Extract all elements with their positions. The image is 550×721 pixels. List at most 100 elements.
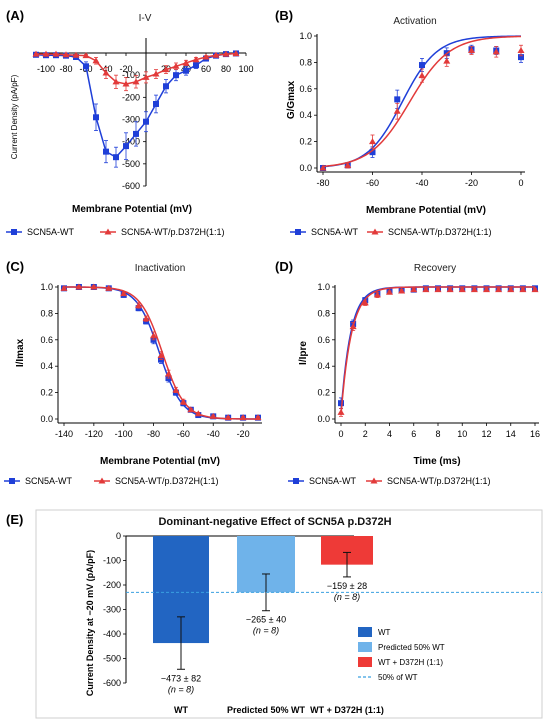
a-data-point <box>102 69 110 76</box>
legend-e-swatch-pred <box>358 642 372 652</box>
a-data-point <box>122 80 130 87</box>
x-tick-label-a: -80 <box>59 64 72 74</box>
a-data-point <box>62 51 70 58</box>
panel-label-b: (B) <box>275 8 293 23</box>
a-data-point <box>202 53 210 60</box>
d-data-point <box>373 291 381 298</box>
panel-label-a: (A) <box>6 8 24 23</box>
x-tick-label-c: -40 <box>207 429 220 439</box>
c-data-point <box>75 283 83 290</box>
y-tick-label-a: -200 <box>122 92 140 102</box>
x-tick-label-d: 4 <box>387 429 392 439</box>
x-tick-label-a: 80 <box>221 64 231 74</box>
y-tick-label-b: 0.4 <box>299 110 312 120</box>
panel-title-d: Recovery <box>414 263 456 274</box>
c-data-point <box>135 301 143 308</box>
axis-label-y-b: G/Gmax <box>286 80 297 119</box>
b-data-point <box>319 164 327 171</box>
c-data-point <box>120 290 128 297</box>
axis-label-x-c: Membrane Potential (mV) <box>100 456 220 467</box>
y-tick-label-b: 0.6 <box>299 84 312 94</box>
a-data-point <box>173 72 179 79</box>
y-tick-label-d: 1.0 <box>317 282 330 292</box>
x-tick-label-a: 100 <box>238 64 253 74</box>
plot-a: -100-80-60-40-2020406080100-600-500-400-… <box>32 38 254 191</box>
a-data-point <box>232 50 240 57</box>
y-tick-label-c: 0.2 <box>40 388 53 398</box>
y-tick-label-b: 1.0 <box>299 31 312 41</box>
d-data-point <box>361 299 369 306</box>
panel-label-c: (C) <box>6 259 24 274</box>
b-series-line <box>322 35 522 168</box>
d-data-point <box>422 286 430 293</box>
legend-e-swatch-mut <box>358 657 372 667</box>
a-data-point <box>153 100 159 107</box>
c-data-point <box>142 315 150 322</box>
y-tick-label-a: -500 <box>122 159 140 169</box>
d-data-point <box>434 286 442 293</box>
c-data-point <box>254 414 262 421</box>
d-data-point <box>337 408 345 415</box>
legend-a-wt: SCN5A-WT <box>27 227 75 237</box>
x-tick-label-d: 10 <box>457 429 467 439</box>
legend-d: SCN5A-WT SCN5A-WT/p.D372H(1:1) <box>288 476 491 486</box>
legend-c: SCN5A-WT SCN5A-WT/p.D372H(1:1) <box>4 476 219 486</box>
d-data-point <box>470 286 478 293</box>
c-data-point <box>150 332 158 339</box>
b-data-point <box>419 62 425 69</box>
panel-title-b: Activation <box>393 16 436 27</box>
a-data-point <box>123 143 129 150</box>
x-tick-label-d: 0 <box>338 429 343 439</box>
a-data-point <box>212 51 220 58</box>
a-data-point <box>42 50 50 57</box>
a-data-point <box>193 62 199 69</box>
a-data-point <box>172 62 180 69</box>
y-tick-label-e: 0 <box>116 531 121 541</box>
d-data-point <box>386 288 393 295</box>
axis-label-y-e: Current Density at −20 mV (pA/pF) <box>85 550 95 696</box>
legend-e-pred: Predicted 50% WT <box>378 643 445 652</box>
y-tick-label-e: -200 <box>103 580 121 590</box>
a-data-point <box>192 56 200 63</box>
a-data-point <box>163 83 169 90</box>
b-data-point <box>492 48 500 55</box>
x-tick-label-d: 12 <box>481 429 491 439</box>
plot-d: 0 2 4 6 8 10 12 14 16 0.0 0.2 0.4 0.6 0.8 1.0 <box>317 282 540 439</box>
legend-c-mut: SCN5A-WT/p.D372H(1:1) <box>115 476 219 486</box>
x-tick-label-b: -60 <box>366 178 379 188</box>
y-tick-label-b: 0.0 <box>299 163 312 173</box>
a-data-point <box>52 50 60 57</box>
b-data-point <box>344 161 352 168</box>
b-data-point <box>369 149 376 156</box>
y-tick-label-e: -400 <box>103 629 121 639</box>
legend-e-wt: WT <box>378 628 391 637</box>
a-data-point <box>112 78 120 85</box>
d-data-point <box>410 286 418 293</box>
legend-a: SCN5A-WT SCN5A-WT/p.D372H(1:1) <box>6 227 225 237</box>
x-tick-label-a: -20 <box>119 64 132 74</box>
legend-e-swatch-wt <box>358 627 372 637</box>
axis-label-x-b: Membrane Potential (mV) <box>366 205 486 216</box>
legend-c-wt: SCN5A-WT <box>25 476 73 486</box>
x-tick-label-b: -40 <box>415 178 428 188</box>
a-data-point <box>142 73 150 80</box>
a-data-point <box>93 114 99 121</box>
d-data-point <box>349 323 357 330</box>
bar-n-label: (n = 8) <box>253 626 279 636</box>
y-tick-label-a: -400 <box>122 137 140 147</box>
x-tick-label-c: -80 <box>147 429 160 439</box>
c-data-point <box>164 370 172 377</box>
legend-e: WT Predicted 50% WT WT + D372H (1:1) 50%… <box>358 627 445 682</box>
x-tick-label-b: -20 <box>465 178 478 188</box>
x-tick-label-b: -80 <box>316 178 329 188</box>
legend-b: SCN5A-WT SCN5A-WT/p.D372H(1:1) <box>290 227 492 237</box>
y-tick-label-e: -500 <box>103 654 121 664</box>
d-data-point <box>495 286 503 293</box>
c-data-point <box>187 406 195 413</box>
x-tick-label-d: 16 <box>530 429 540 439</box>
y-tick-label-d: 0.8 <box>317 308 330 318</box>
b-data-point <box>517 47 525 54</box>
a-data-point <box>133 130 139 137</box>
a-data-point <box>113 154 119 161</box>
